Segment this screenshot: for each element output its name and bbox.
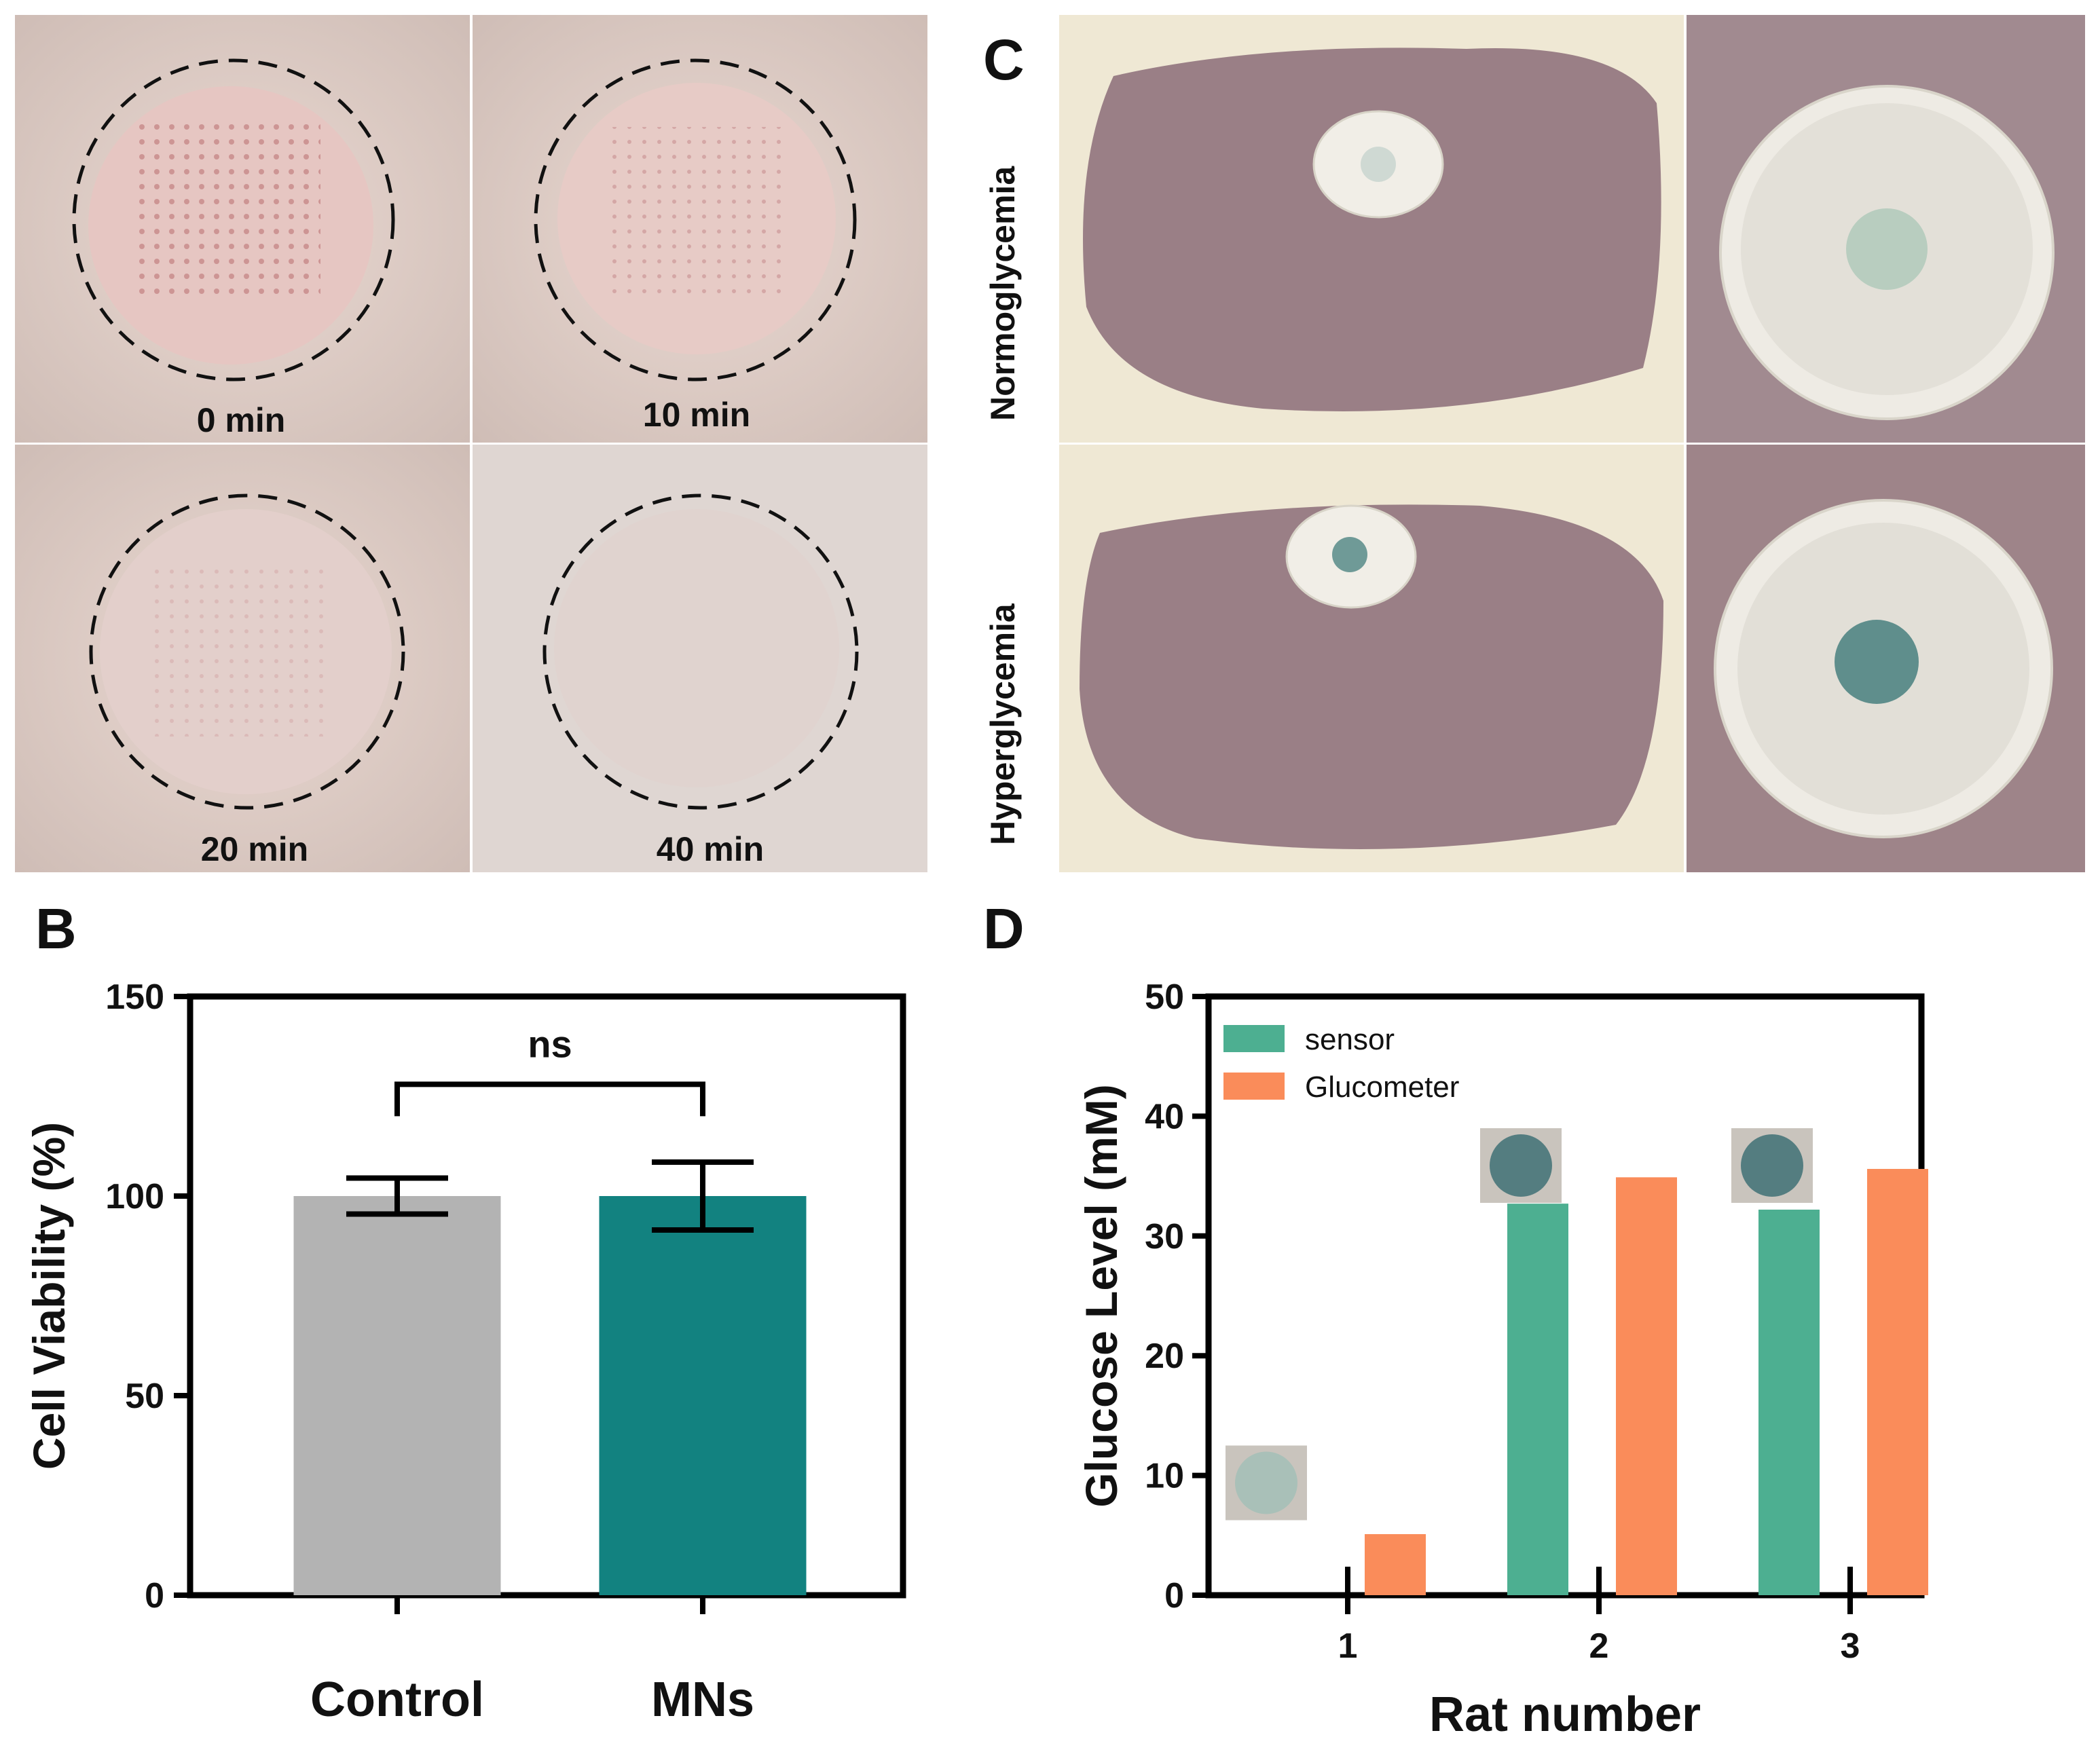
row-label-hyperglycemia: Hyperglycemia (984, 603, 1022, 845)
plot-frame (187, 993, 906, 1599)
skin-photo-0min (15, 15, 470, 443)
x-tick-label: MNs (651, 1673, 754, 1727)
legend-swatch-sensor (1223, 1025, 1285, 1052)
legend-swatch-glucometer (1223, 1073, 1285, 1100)
skin-photo-10min (473, 15, 927, 443)
y-tick-label: 0 (1164, 1576, 1184, 1616)
bar-glucometer-rat2 (1616, 1177, 1677, 1595)
chart-d: 0 10 20 30 40 50 Glucose Level (mM) Rat number 1… (1076, 977, 1928, 1742)
sensor-closeup-normo (1687, 15, 2085, 443)
inset-sensor-disc (1235, 1451, 1297, 1514)
caption-0min: 0 min (196, 401, 286, 439)
panel-label-b: B (35, 897, 77, 961)
inset-sensor-disc (1741, 1134, 1803, 1197)
significance-label: ns (528, 1022, 572, 1065)
y-tick-label: 30 (1145, 1217, 1184, 1256)
x-tick-label: 1 (1338, 1626, 1358, 1666)
x-tick-label: 2 (1589, 1626, 1609, 1666)
bar-glucometer-rat1 (1365, 1534, 1426, 1595)
y-tick-label: 100 (105, 1177, 164, 1216)
sensor-closeup-hyper (1687, 445, 2085, 872)
skin-photo-40min (473, 445, 927, 872)
y-tick-label: 50 (1145, 977, 1184, 1017)
y-tick-label: 40 (1145, 1097, 1184, 1136)
bar-sensor-rat2 (1507, 1204, 1568, 1595)
inset-sensor-disc (1490, 1134, 1552, 1197)
y-axis-label: Cell Viability (%) (24, 1122, 74, 1470)
caption-40min: 40 min (656, 830, 765, 868)
legend-label-sensor: sensor (1305, 1023, 1395, 1056)
y-axis-label: Glucose Level (mM) (1076, 1084, 1126, 1508)
x-axis-label: Rat number (1429, 1688, 1701, 1742)
significance-bracket (394, 1081, 705, 1117)
y-tick-label: 20 (1145, 1337, 1184, 1376)
x-tick-label: 3 (1841, 1626, 1860, 1666)
sensor-inset-photo-rat3 (1731, 1128, 1813, 1204)
bar-sensor-rat3 (1758, 1209, 1820, 1595)
y-tick-label: 50 (125, 1377, 164, 1416)
y-tick-label: 150 (105, 977, 164, 1017)
bar-control (293, 1196, 501, 1595)
panel-label-d: D (983, 897, 1025, 961)
y-tick-label: 10 (1145, 1457, 1184, 1496)
legend-label-glucometer: Glucometer (1305, 1070, 1459, 1104)
rat-photo-normo (1059, 15, 1684, 443)
bar-glucometer-rat3 (1867, 1169, 1928, 1595)
panel-label-c: C (983, 28, 1025, 92)
sensor-inset-photo-rat2 (1480, 1128, 1562, 1204)
row-label-normoglycemia: Normoglycemia (984, 166, 1022, 421)
skin-photo-20min (15, 445, 470, 872)
sensor-inset-photo-rat1 (1226, 1445, 1307, 1521)
y-tick-label: 0 (145, 1576, 164, 1616)
chart-b: 0 50 100 150 Cell Viability (%) Control MNs ns (24, 977, 906, 1727)
bar-mns (599, 1196, 807, 1595)
rat-photo-hyper (1059, 445, 1684, 872)
x-tick-label: Control (310, 1673, 484, 1727)
caption-10min: 10 min (642, 396, 751, 434)
caption-20min: 20 min (200, 830, 309, 868)
